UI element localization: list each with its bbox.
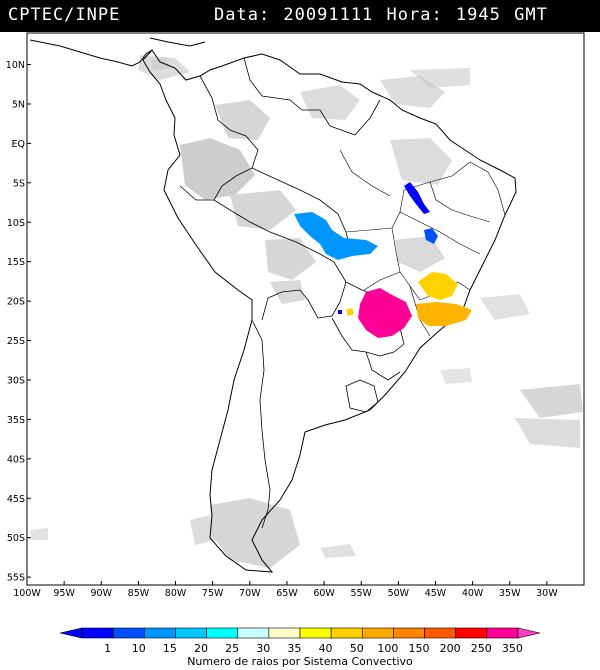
legend-swatch	[237, 627, 270, 639]
longitude-ticks: 100W 95W 90W 85W 80W 75W 70W 65W 60W 55W 50W 45W 40W…	[13, 581, 558, 599]
lat-tick-label: 40S	[7, 454, 25, 465]
lightning-cluster-bahia	[424, 228, 438, 244]
legend-label: 200	[440, 642, 461, 655]
lon-tick-label: 100W	[13, 588, 41, 599]
central-america-outline	[29, 39, 153, 67]
lightning-cluster-para	[404, 182, 430, 214]
lon-tick-label: 50W	[388, 588, 410, 599]
legend-end-arrow	[517, 627, 541, 639]
legend-label: 50	[350, 642, 364, 655]
lon-tick-label: 65W	[276, 588, 298, 599]
latitude-ticks: 10N 5N EQ 5S 10S 15S 20S 25S 30S 35S 40S 45S 50S 55S	[6, 60, 31, 584]
legend-swatch	[455, 627, 488, 639]
legend-label: 1	[104, 642, 111, 655]
legend-title: Numero de raios por Sistema Convectivo	[187, 655, 413, 668]
lat-tick-label: 35S	[7, 415, 25, 426]
lat-tick-label: 50S	[7, 533, 25, 544]
lat-tick-label: EQ	[12, 139, 25, 150]
lat-tick-label: 45S	[7, 494, 25, 505]
lightning-cluster-sao-paulo-coast	[416, 302, 472, 326]
legend-swatch	[299, 627, 332, 639]
legend-label: 40	[319, 642, 333, 655]
lon-tick-label: 35W	[499, 588, 521, 599]
lat-tick-label: 10N	[6, 60, 25, 71]
lon-tick-label: 80W	[165, 588, 187, 599]
country-borders	[179, 57, 405, 529]
legend-label: 250	[471, 642, 492, 655]
lat-tick-label: 10S	[7, 218, 25, 229]
color-legend: 1 10 15 20 25 30 35 40 50 100 150 200 250 350 Numero …	[0, 622, 600, 670]
lon-tick-label: 45W	[425, 588, 447, 599]
lat-tick-label: 30S	[7, 375, 25, 386]
lon-tick-label: 40W	[462, 588, 484, 599]
lon-tick-label: 55W	[350, 588, 372, 599]
state-borders	[339, 149, 506, 337]
lightning-clusters	[294, 182, 472, 338]
legend-label: 15	[163, 642, 177, 655]
lightning-cluster-parana	[358, 288, 412, 338]
legend-label: 20	[194, 642, 208, 655]
legend-label: 30	[256, 642, 270, 655]
legend-label: 25	[225, 642, 239, 655]
lon-tick-label: 95W	[53, 588, 75, 599]
lon-tick-label: 60W	[313, 588, 335, 599]
lat-tick-label: 55S	[7, 573, 25, 584]
lon-tick-label: 70W	[239, 588, 261, 599]
legend-label: 100	[377, 642, 398, 655]
lon-tick-label: 75W	[202, 588, 224, 599]
legend-label: 350	[502, 642, 523, 655]
lightning-map: 10N5NEQ5S10S15S20S25S30S35S40S45S50S55S …	[6, 32, 585, 599]
legend-label: 35	[287, 642, 301, 655]
lon-tick-label: 85W	[128, 588, 150, 599]
legend-swatch	[143, 627, 176, 639]
title-bar: CPTEC/INPE Data: 20091111 Hora: 1945 GMT	[0, 0, 600, 32]
legend-swatch	[486, 627, 519, 639]
lon-tick-label: 90W	[91, 588, 113, 599]
legend-swatch	[112, 627, 145, 639]
cloud-cover	[30, 55, 583, 568]
lightning-cluster-mato-grosso	[294, 212, 378, 260]
legend-swatch	[268, 627, 301, 639]
map-frame	[26, 32, 585, 586]
lat-tick-label: 25S	[7, 336, 25, 347]
legend-swatch	[206, 627, 239, 639]
date-time-label: Data: 20091111 Hora: 1945 GMT	[214, 5, 548, 25]
legend-label: 150	[409, 642, 430, 655]
legend-bar: 1 10 15 20 25 30 35 40 50 100 150 200 250 350	[59, 627, 541, 655]
legend-start-arrow	[59, 627, 83, 639]
legend-swatch	[330, 627, 363, 639]
lat-tick-label: 5S	[13, 178, 25, 189]
legend-swatch	[81, 627, 114, 639]
south-america-outline	[142, 49, 517, 573]
brand-label: CPTEC/INPE	[8, 5, 121, 25]
legend-swatch	[393, 627, 425, 639]
legend-label: 10	[132, 642, 146, 655]
lat-tick-label: 20S	[7, 297, 25, 308]
lon-tick-label: 30W	[536, 588, 558, 599]
lightning-cluster-minas	[418, 272, 458, 300]
lat-tick-label: 5N	[12, 99, 25, 110]
legend-swatch	[424, 627, 457, 639]
legend-swatch	[175, 627, 207, 639]
lat-tick-label: 15S	[7, 257, 25, 268]
legend-swatch	[361, 627, 394, 639]
